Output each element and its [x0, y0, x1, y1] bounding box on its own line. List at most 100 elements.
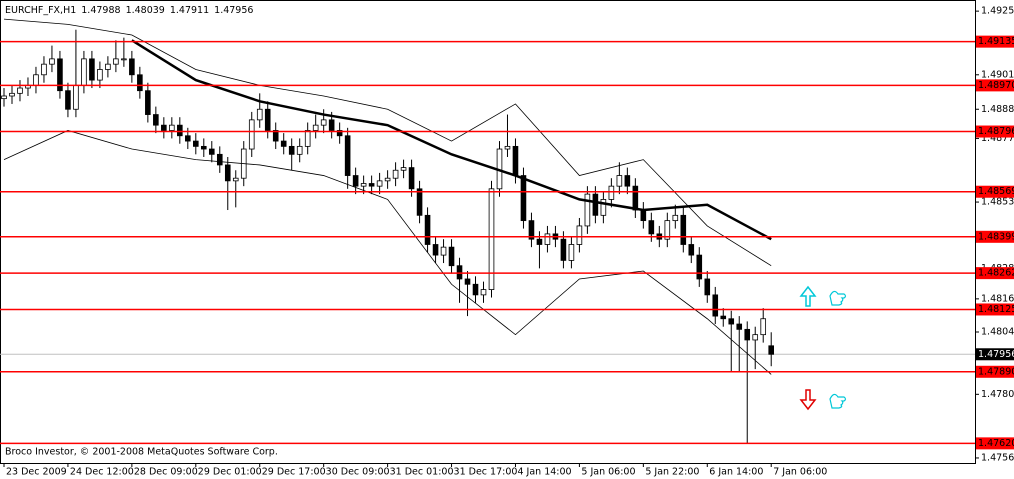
candle-body: [264, 108, 271, 131]
candle-body: [368, 183, 375, 187]
candle-body: [304, 130, 311, 147]
candle-body: [408, 167, 415, 190]
candle-body: [720, 315, 727, 320]
candle-body: [161, 124, 167, 131]
candle-body: [208, 148, 215, 155]
candle-body: [432, 244, 439, 256]
copyright-bg: [2, 446, 280, 458]
candle-body: [728, 318, 735, 325]
candle-body: [272, 130, 279, 142]
x-tick-label: 23 Dec 2009: [6, 467, 67, 478]
candle-body: [153, 114, 159, 126]
candle-body: [121, 58, 127, 61]
candle-body: [185, 135, 191, 142]
candle-body: [744, 328, 751, 341]
candle-body: [392, 169, 399, 179]
candle-body: [41, 63, 47, 76]
candle-body: [520, 175, 527, 222]
candle-body: [105, 63, 111, 70]
indicator-line: [131, 39, 772, 241]
candle-body: [129, 58, 135, 76]
x-tick-label: 24 Dec 12:00: [70, 467, 134, 478]
chart-header: EURCHF_FX,H1 1.47988 1.48039 1.47911 1.47956: [5, 5, 253, 16]
candle-body: [344, 135, 351, 176]
hand-icon: [829, 290, 847, 306]
level-label-box: [976, 79, 1014, 92]
candle-body: [49, 58, 55, 65]
candle-body: [89, 58, 95, 81]
y-tick-label: 1.48530: [981, 197, 1014, 208]
level-label: 1.47620: [978, 438, 1014, 449]
candle-body: [360, 183, 367, 187]
candle-body: [568, 244, 575, 261]
candle-body: [9, 92, 15, 97]
hand-icon: [829, 393, 847, 409]
candle-body: [336, 130, 343, 137]
header-field: EURCHF_FX,H1: [5, 5, 76, 16]
candle-body: [400, 167, 407, 171]
level-label: 1.48569: [978, 186, 1014, 197]
candle-body: [648, 220, 655, 235]
candle-body: [440, 246, 447, 256]
x-tick-label: 28 Dec 09:00: [134, 467, 198, 478]
y-tick-label: 1.49010: [981, 69, 1014, 80]
candle-body: [736, 323, 743, 330]
candle-body: [704, 278, 711, 296]
candle-body: [145, 90, 151, 115]
level-label: 1.48262: [978, 268, 1014, 279]
candle-body: [600, 199, 607, 216]
candle-body: [672, 214, 679, 222]
candle-body: [464, 278, 471, 285]
candle-body: [1, 95, 7, 100]
level-label-box: [976, 125, 1014, 138]
y-tick-label: 1.47805: [981, 389, 1014, 400]
level-label-box: [976, 185, 1014, 198]
candle-body: [137, 74, 143, 92]
candle-body: [640, 209, 647, 222]
candle-body: [576, 225, 583, 245]
candle-body: [113, 58, 119, 65]
candle-body: [624, 175, 631, 187]
candle-body: [632, 185, 639, 211]
candle-body: [376, 180, 383, 187]
candle-body: [768, 345, 775, 355]
level-label: 1.49135: [978, 36, 1014, 47]
candle-body: [328, 119, 335, 131]
level-label-box: [976, 365, 1014, 378]
down-arrow: [799, 389, 817, 411]
y-tick-label: 1.48880: [981, 104, 1014, 115]
candle-body: [560, 238, 567, 261]
candle-body: [480, 289, 487, 296]
candle-body: [760, 318, 767, 336]
level-label-box: [976, 35, 1014, 48]
level-label-box: [976, 267, 1014, 280]
candle-body: [688, 244, 695, 256]
candle-body: [312, 124, 319, 131]
candle-body: [33, 74, 39, 86]
level-label: 1.48796: [978, 126, 1014, 137]
x-tick-label: 7 Jan 06:00: [773, 467, 827, 478]
candle-body: [177, 124, 183, 137]
y-tick-label: 1.48165: [981, 293, 1014, 304]
candle-body: [248, 119, 255, 150]
candle-body: [232, 177, 239, 182]
level-label: 1.48399: [978, 231, 1014, 242]
candle-body: [17, 87, 23, 94]
candle-body: [616, 175, 623, 187]
candle-body: [296, 145, 303, 155]
indicator-line: [3, 18, 772, 267]
candle-body: [224, 164, 231, 182]
candle-body: [504, 145, 511, 150]
x-tick-label: 29 Dec 01:00: [198, 467, 262, 478]
x-tick-label: 4 Jan 14:00: [517, 467, 571, 478]
candle-body: [712, 294, 719, 317]
candle-body: [256, 108, 263, 121]
y-tick-label: 1.47565: [981, 452, 1014, 463]
x-tick-label: 30 Dec 09:00: [326, 467, 390, 478]
y-tick-label: 1.48770: [981, 133, 1014, 144]
candle-body: [456, 265, 463, 280]
candle-body: [169, 124, 175, 131]
candle-body: [193, 140, 199, 147]
